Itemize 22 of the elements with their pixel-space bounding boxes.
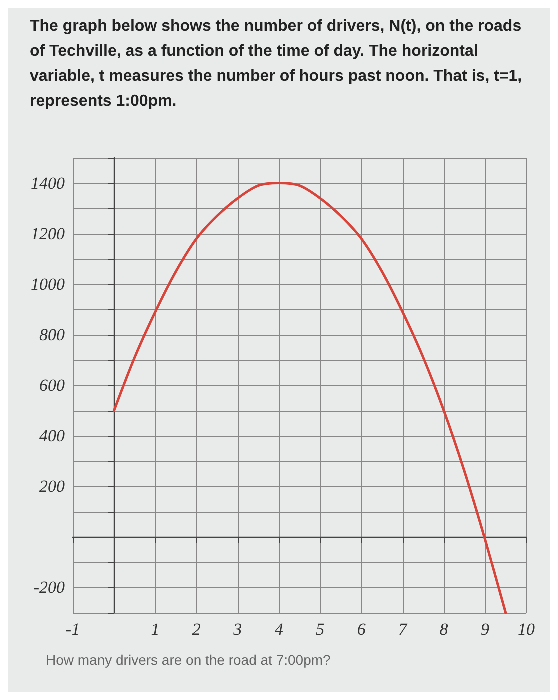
y-tick-label: 400 (40, 426, 66, 446)
x-tick-label: 4 (274, 620, 284, 639)
line-series (112, 182, 508, 614)
x-tick-label: 3 (232, 620, 242, 639)
x-tick-label: 10 (518, 620, 536, 639)
y-tick-label: 600 (40, 376, 66, 395)
chart-title: The graph below shows the number of drivers, N(t), on the roads of Techville, as a function of the time of day. The horizontal variable, t measures the number of hours past noon. That is, t=1, represents 1:00pm. (29, 17, 524, 112)
x-tick-label: 8 (440, 620, 449, 639)
x-tick-label: 7 (398, 620, 409, 639)
x-tick-label: -1 (66, 620, 80, 639)
y-tick-label: -200 (34, 578, 66, 598)
y-tick-label: 1400 (31, 174, 66, 193)
y-tick-label: 800 (40, 325, 66, 344)
y-tick-label: 200 (40, 477, 66, 496)
x-tick-label: 5 (316, 620, 325, 639)
text: How many drivers are on the road at 7:00pm? (46, 652, 331, 668)
x-tick-label: 9 (481, 620, 490, 639)
x-tick-label: 1 (151, 620, 160, 639)
x-tick-label: 6 (357, 620, 366, 639)
y-tick-label: 1000 (31, 274, 66, 294)
x-tick-label: 2 (192, 620, 202, 639)
y-tick-label: 1200 (31, 224, 66, 244)
